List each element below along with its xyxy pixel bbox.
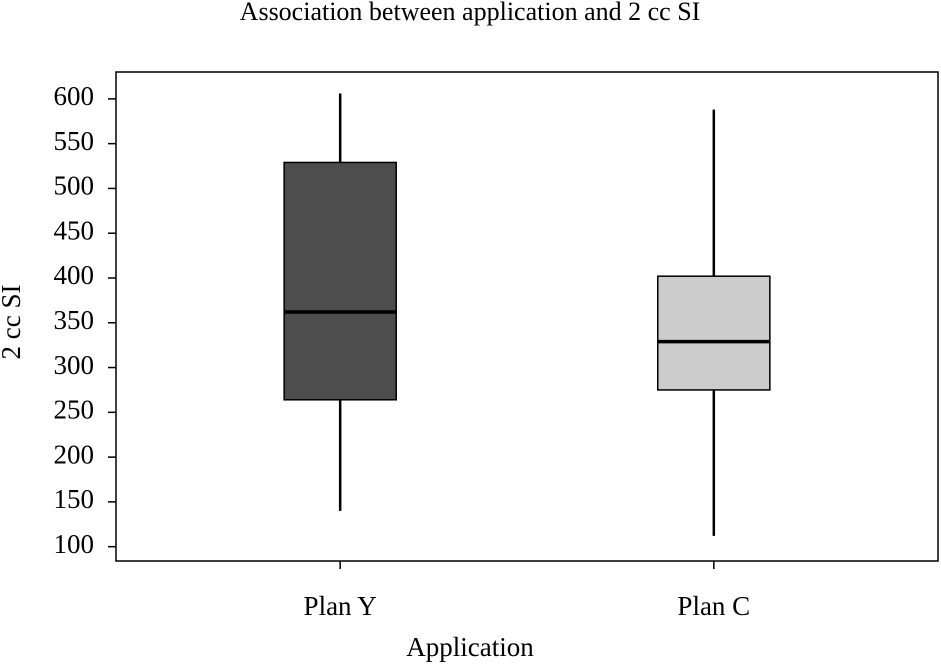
y-tick-label: 600 (54, 81, 95, 111)
y-tick-label: 450 (54, 215, 95, 245)
chart-title: Association between application and 2 cc… (240, 0, 701, 26)
y-tick-label: 550 (54, 126, 95, 156)
x-axis-label: Application (406, 632, 534, 662)
plot-frame (115, 71, 939, 562)
y-tick-label: 400 (54, 260, 95, 290)
y-tick-label: 300 (54, 350, 95, 380)
box (657, 275, 771, 391)
y-tick-label: 200 (54, 439, 95, 469)
y-tick-label: 250 (54, 395, 95, 425)
y-tick-label: 500 (54, 171, 95, 201)
x-tick-label: Plan Y (304, 591, 377, 621)
x-tick-label: Plan C (677, 591, 750, 621)
y-axis-label: 2 cc SI (0, 285, 26, 360)
y-tick-label: 150 (54, 484, 95, 514)
y-tick-label: 100 (54, 529, 95, 559)
y-tick-label: 350 (54, 305, 95, 335)
box (283, 161, 397, 401)
